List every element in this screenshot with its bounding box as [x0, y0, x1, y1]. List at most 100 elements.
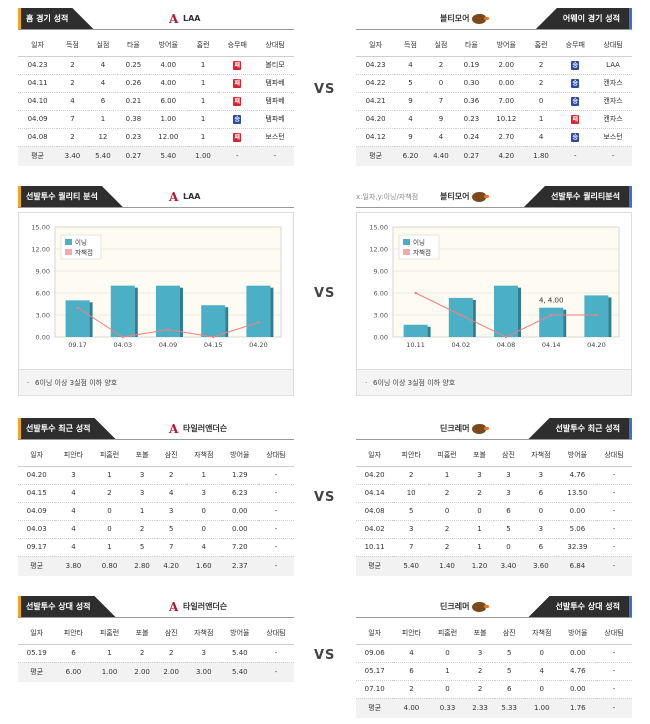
table-cell: -	[596, 466, 632, 485]
bar-shadow	[270, 287, 274, 337]
table-cell: 0.26	[118, 74, 149, 93]
table-cell: 4	[55, 520, 92, 539]
innings-bar	[65, 300, 90, 337]
table-row: 04.08 2 12 0.23 12.00 1 패 보스턴	[18, 128, 294, 147]
result-cell: 패	[556, 110, 595, 129]
table-cell: 0	[91, 502, 128, 521]
table-cell: 0	[185, 502, 222, 521]
table-cell: 12	[87, 128, 119, 147]
table-cell: 1	[187, 92, 219, 111]
average-cell: 3.60	[522, 556, 559, 576]
column-header: 피안타	[55, 622, 92, 645]
team-name: 볼티모어	[440, 14, 470, 23]
table-cell: 3	[127, 484, 157, 503]
column-header: 피홈런	[91, 444, 128, 467]
table-cell: 4	[87, 74, 119, 93]
table-row: 04.20 3 1 3 2 1 1.29-	[18, 466, 294, 485]
angels-logo-icon	[168, 186, 180, 208]
table-cell: 1	[429, 662, 466, 681]
result-badge: 승	[571, 132, 580, 142]
table-cell: 캔자스	[594, 92, 632, 111]
average-cell: 3.40	[493, 556, 523, 576]
column-header: 일자	[356, 444, 394, 467]
table-cell: 04.08	[356, 502, 394, 521]
table-row: 04.23 4 2 0.19 2.00 2 승 LAA	[356, 56, 632, 75]
y-tick-label: 6.00	[374, 290, 388, 298]
table-row: 04.20 2 1 3 3 3 4.76-	[356, 466, 632, 485]
data-annotation: 4, 4.00	[539, 297, 564, 305]
table-cell: 04.20	[18, 466, 56, 485]
table-cell: 2	[429, 538, 466, 557]
angels-logo-icon	[168, 418, 180, 440]
average-cell: 평균	[356, 698, 394, 718]
table-cell: 2	[91, 484, 128, 503]
table-cell: 0.38	[118, 110, 149, 129]
table-cell: 0.23	[456, 110, 487, 129]
table-cell: 6.00	[148, 92, 188, 111]
column-header: 방어율	[221, 444, 258, 467]
table-cell: 2	[393, 680, 430, 699]
table-cell: 9	[395, 128, 426, 147]
table-cell: 6	[522, 484, 559, 503]
table-cell: 04.20	[356, 466, 394, 485]
result-cell: 패	[218, 92, 257, 111]
result-cell: 승	[556, 92, 595, 111]
table-cell: -	[257, 502, 294, 521]
table-cell: 3	[156, 502, 186, 521]
table-row: 04.02 3 2 1 5 3 5.06-	[356, 520, 632, 539]
column-header: 자책점	[185, 622, 222, 645]
average-cell: 3.80	[55, 556, 92, 576]
column-header: 방어율	[221, 622, 258, 645]
table-cell: 탬파베	[256, 110, 294, 129]
table-cell: 04.09	[18, 110, 58, 129]
table-cell: 2	[393, 466, 430, 485]
column-header: 방어율	[558, 444, 597, 467]
team-label: 볼티모어	[440, 8, 490, 30]
table-cell: 2	[127, 520, 157, 539]
result-cell: 승	[218, 110, 257, 129]
earned-runs-point	[121, 335, 125, 339]
table-cell: 6	[87, 92, 119, 111]
y-tick-label: 3.00	[374, 312, 388, 320]
chart-box: 0.00 3.00 6.00 9.00 12.00 15.00 10.11 04.02 04.0…	[356, 212, 632, 396]
table-cell: 7.00	[486, 92, 526, 111]
table-cell: 4	[425, 128, 457, 147]
table-cell: 2	[465, 484, 494, 503]
average-cell: 6.84	[558, 556, 597, 576]
legend-label: 이닝	[75, 238, 87, 247]
average-cell: 5.40	[393, 556, 430, 576]
quality-chart-left: 0.00 3.00 6.00 9.00 12.00 15.00 09.17 04.03 04.0…	[31, 224, 282, 349]
column-header: 타율	[118, 34, 149, 57]
table-cell: 04.02	[356, 520, 394, 539]
panel-title: 선발투수 퀄리티 분석	[18, 186, 124, 208]
table-cell: 5	[393, 502, 430, 521]
innings-bar	[539, 307, 564, 337]
table-cell: 1.29	[221, 466, 258, 485]
angels-logo-icon	[168, 596, 180, 618]
table-cell: 09.17	[18, 538, 56, 557]
table-cell: 0.24	[456, 128, 487, 147]
legend-label: 이닝	[413, 238, 425, 247]
table-cell: 보스턴	[256, 128, 294, 147]
result-cell: 패	[218, 74, 257, 93]
table-cell: 4.76	[559, 662, 596, 681]
average-cell: 4.20	[486, 146, 526, 166]
table-cell: 5.06	[558, 520, 597, 539]
team-label: LAA	[168, 8, 200, 30]
pitcher-vs-table-right: 일자 피안타 피홈런 포볼 삼진 자책점 방어율 상대팀 09.06 4 0 3 5 0 0.00-05.1…	[356, 622, 632, 718]
table-cell: 0	[185, 520, 222, 539]
table-row: 04.20 4 9 0.23 10.12 1 패 캔자스	[356, 110, 632, 129]
orioles-logo-icon	[472, 14, 490, 24]
team-name: 볼티모어	[440, 192, 470, 201]
table-row: 09.17 4 1 5 7 4 7.20-	[18, 538, 294, 557]
bar-shadow	[472, 299, 476, 337]
table-cell: 04.10	[18, 92, 58, 111]
table-cell: 4	[55, 484, 92, 503]
column-header: 홈런	[525, 34, 557, 57]
table-cell: 0.30	[456, 74, 487, 93]
table-cell: -	[596, 484, 632, 503]
column-header: 포볼	[465, 444, 494, 467]
x-tick-label: 04.08	[497, 341, 516, 349]
pitcher-recent-panel-left: 선발투수 최근 성적 타일러앤더슨 일자피안타피홈런포볼삼진자책점방어율상대팀0…	[18, 418, 294, 576]
earned-runs-point	[595, 313, 598, 317]
